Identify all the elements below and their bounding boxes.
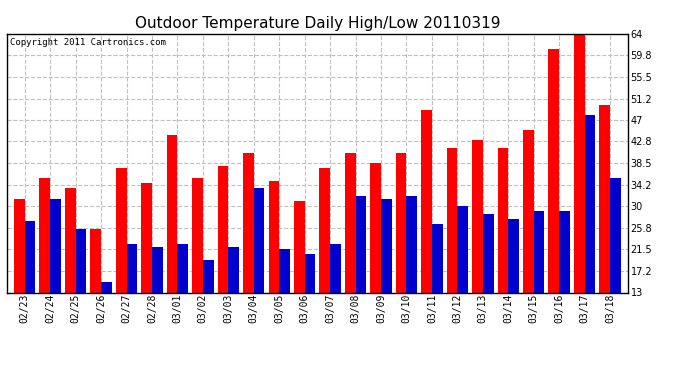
Bar: [228, 247, 239, 358]
Bar: [65, 189, 76, 358]
Bar: [319, 168, 330, 358]
Bar: [203, 260, 214, 358]
Bar: [141, 183, 152, 358]
Bar: [446, 148, 457, 358]
Bar: [217, 166, 228, 358]
Bar: [268, 181, 279, 358]
Bar: [432, 224, 442, 358]
Bar: [116, 168, 126, 358]
Bar: [355, 196, 366, 358]
Bar: [406, 196, 417, 358]
Bar: [584, 115, 595, 358]
Bar: [14, 199, 25, 358]
Bar: [534, 211, 544, 358]
Bar: [167, 135, 177, 358]
Bar: [483, 214, 493, 358]
Bar: [177, 244, 188, 358]
Bar: [381, 199, 392, 358]
Bar: [600, 105, 610, 358]
Bar: [559, 211, 570, 358]
Bar: [610, 178, 621, 358]
Bar: [371, 163, 381, 358]
Bar: [421, 110, 432, 358]
Bar: [193, 178, 203, 358]
Bar: [497, 148, 509, 358]
Bar: [472, 140, 483, 358]
Bar: [76, 229, 86, 358]
Text: Copyright 2011 Cartronics.com: Copyright 2011 Cartronics.com: [10, 38, 166, 46]
Bar: [90, 229, 101, 358]
Bar: [243, 153, 254, 358]
Bar: [457, 206, 468, 358]
Bar: [523, 130, 534, 358]
Bar: [254, 189, 264, 358]
Title: Outdoor Temperature Daily High/Low 20110319: Outdoor Temperature Daily High/Low 20110…: [135, 16, 500, 31]
Bar: [294, 201, 305, 358]
Bar: [50, 199, 61, 358]
Bar: [152, 247, 163, 358]
Bar: [396, 153, 406, 358]
Bar: [330, 244, 341, 358]
Bar: [574, 31, 584, 358]
Bar: [305, 255, 315, 358]
Bar: [39, 178, 50, 358]
Bar: [509, 219, 519, 358]
Bar: [101, 282, 112, 358]
Bar: [126, 244, 137, 358]
Bar: [549, 49, 559, 358]
Bar: [345, 153, 355, 358]
Bar: [279, 249, 290, 358]
Bar: [25, 222, 35, 358]
